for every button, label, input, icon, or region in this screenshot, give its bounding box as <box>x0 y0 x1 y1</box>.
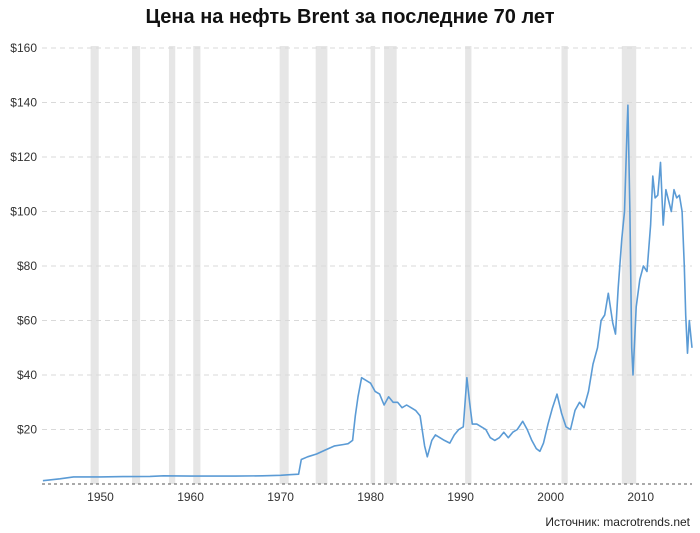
y-tick-label: $20 <box>17 423 37 437</box>
recession-band-4 <box>279 46 289 484</box>
recession-band-8 <box>465 46 472 484</box>
y-tick-label: $100 <box>10 205 37 219</box>
recession-band-1 <box>132 46 141 484</box>
y-tick-label: $120 <box>10 150 37 164</box>
x-tick-labels: 1950 1960 1970 1980 1990 2000 2010 <box>87 490 654 504</box>
y-tick-label: $60 <box>17 314 37 328</box>
price-line <box>42 104 693 482</box>
recession-band-7 <box>384 46 397 484</box>
x-tick-label: 1980 <box>357 490 384 504</box>
recession-band-10 <box>621 46 637 484</box>
recession-band-0 <box>90 46 99 484</box>
recession-band-9 <box>561 46 568 484</box>
chart-title: Цена на нефть Brent за последние 70 лет <box>145 6 555 28</box>
y-tick-label: $80 <box>17 259 37 273</box>
x-tick-label: 1950 <box>87 490 114 504</box>
recession-band-5 <box>315 46 328 484</box>
x-tick-label: 1960 <box>177 490 204 504</box>
gridlines <box>42 47 692 430</box>
y-tick-label: $40 <box>17 368 37 382</box>
x-tick-label: 1970 <box>267 490 294 504</box>
y-tick-label: $140 <box>10 96 37 110</box>
y-tick-labels: $20 $40 $60 $80 $100 $120 $140 $160 <box>10 41 37 437</box>
recession-band-6 <box>370 46 376 484</box>
recession-band-3 <box>193 46 201 484</box>
recession-bands <box>90 46 637 484</box>
y-tick-label: $160 <box>10 41 37 55</box>
x-tick-label: 2010 <box>627 490 654 504</box>
x-tick-label: 2000 <box>537 490 564 504</box>
source-note: Источник: macrotrends.net <box>545 515 690 529</box>
recession-band-2 <box>168 46 176 484</box>
x-tick-label: 1990 <box>447 490 474 504</box>
